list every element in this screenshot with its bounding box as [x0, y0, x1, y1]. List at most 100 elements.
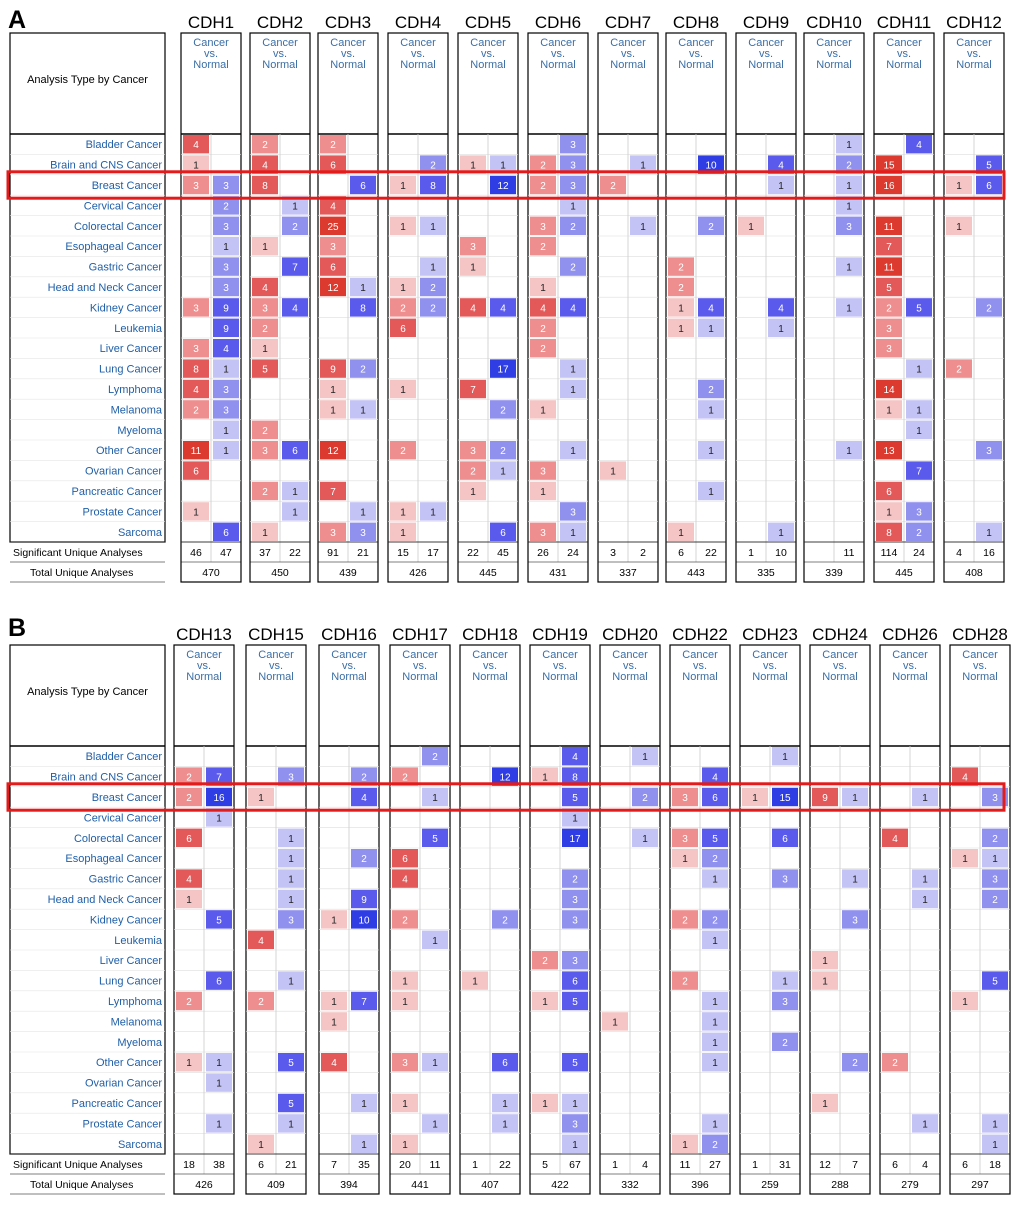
- up-cell: [876, 441, 902, 460]
- cancer-label: Liver Cancer: [100, 955, 163, 967]
- down-value: 1: [292, 201, 298, 212]
- down-cell: [206, 1053, 232, 1072]
- cancer-label: Gastric Cancer: [89, 874, 163, 886]
- down-cell: [560, 155, 586, 174]
- gene-name: CDH9: [743, 13, 789, 32]
- down-value: 2: [361, 854, 367, 865]
- up-value: 2: [540, 181, 546, 192]
- down-cell: [206, 1114, 232, 1133]
- down-value: 1: [992, 854, 998, 865]
- up-value: 1: [822, 977, 828, 988]
- up-cell: [392, 869, 418, 888]
- column-header-text: Normal: [962, 671, 997, 683]
- down-cell: [632, 828, 658, 847]
- down-cell: [206, 1073, 232, 1092]
- up-value: 2: [262, 140, 268, 151]
- down-value: 3: [852, 915, 858, 926]
- down-value: 1: [216, 1079, 222, 1090]
- up-value: 1: [470, 487, 476, 498]
- down-value: 1: [432, 1058, 438, 1069]
- down-cell: [560, 196, 586, 215]
- up-cell: [176, 828, 202, 847]
- up-cell: [668, 318, 694, 337]
- up-value: 1: [542, 997, 548, 1008]
- up-value: 2: [470, 467, 476, 478]
- down-value: 4: [572, 752, 578, 763]
- down-cell: [562, 767, 588, 786]
- significant-down: 4: [642, 1159, 648, 1171]
- column-header-text: Normal: [331, 671, 366, 683]
- cancer-label: Melanoma: [111, 1016, 163, 1028]
- up-value: 1: [610, 467, 616, 478]
- down-cell: [278, 767, 304, 786]
- down-value: 2: [708, 222, 714, 233]
- down-cell: [906, 461, 932, 480]
- down-cell: [350, 502, 376, 521]
- up-value: 2: [540, 242, 546, 253]
- total-analyses: 337: [619, 567, 637, 579]
- down-value: 1: [712, 1017, 718, 1028]
- cancer-label: Breast Cancer: [92, 792, 163, 804]
- down-value: 1: [778, 528, 784, 539]
- down-cell: [976, 522, 1002, 541]
- significant-down: 22: [705, 547, 717, 559]
- down-value: 2: [223, 201, 229, 212]
- down-cell: [422, 787, 448, 807]
- significant-up: 22: [467, 547, 479, 559]
- cancer-label: Head and Neck Cancer: [48, 282, 163, 294]
- cancer-label: Lymphoma: [108, 996, 163, 1008]
- down-value: 6: [986, 181, 992, 192]
- up-cell: [532, 1093, 558, 1113]
- down-value: 1: [852, 793, 858, 804]
- up-value: 1: [331, 915, 337, 926]
- up-value: 1: [542, 1099, 548, 1110]
- down-cell: [282, 216, 308, 235]
- up-value: 1: [400, 181, 406, 192]
- down-cell: [702, 1134, 728, 1153]
- down-cell: [350, 175, 376, 195]
- up-cell: [460, 461, 486, 480]
- cancer-label: Sarcoma: [118, 1139, 163, 1151]
- column-header-text: vs.: [967, 48, 981, 60]
- up-value: 1: [262, 242, 268, 253]
- column-header-text: Normal: [612, 671, 647, 683]
- up-value: 2: [956, 365, 962, 376]
- up-cell: [530, 481, 556, 501]
- up-cell: [672, 1134, 698, 1153]
- cancer-label: Pancreatic Cancer: [72, 1098, 163, 1110]
- up-cell: [530, 298, 556, 317]
- up-cell: [248, 787, 274, 807]
- significant-down: 11: [844, 547, 855, 559]
- down-value: 1: [922, 793, 928, 804]
- up-value: 1: [682, 854, 688, 865]
- column-header-text: Normal: [400, 59, 435, 71]
- down-cell: [420, 257, 446, 276]
- up-value: 2: [186, 793, 192, 804]
- up-value: 1: [402, 1099, 408, 1110]
- gene-name: CDH3: [325, 13, 371, 32]
- down-cell: [562, 808, 588, 827]
- up-cell: [876, 318, 902, 337]
- down-value: 1: [782, 977, 788, 988]
- down-value: 3: [288, 773, 294, 784]
- down-cell: [698, 216, 724, 235]
- up-cell: [183, 502, 209, 521]
- down-value: 1: [360, 283, 366, 294]
- up-cell: [530, 461, 556, 480]
- down-cell: [420, 502, 446, 521]
- down-cell: [698, 155, 724, 174]
- analysis-type-label: Analysis Type by Cancer: [27, 686, 148, 698]
- down-value: 1: [852, 875, 858, 886]
- up-cell: [248, 991, 274, 1011]
- down-value: 3: [572, 956, 578, 967]
- significant-up: 6: [258, 1159, 264, 1171]
- up-cell: [600, 175, 626, 195]
- down-value: 3: [570, 181, 576, 192]
- gene-name: CDH20: [602, 625, 658, 644]
- down-cell: [912, 787, 938, 807]
- down-value: 7: [916, 467, 922, 478]
- gene-name: CDH5: [465, 13, 511, 32]
- down-value: 2: [502, 915, 508, 926]
